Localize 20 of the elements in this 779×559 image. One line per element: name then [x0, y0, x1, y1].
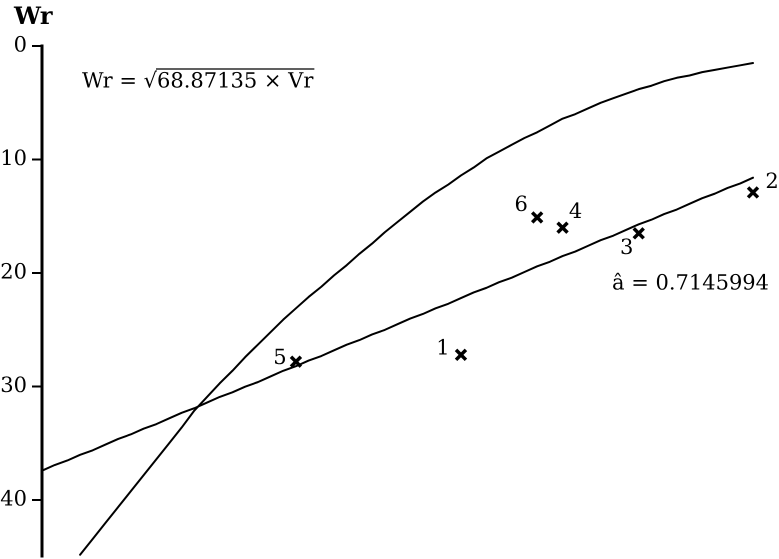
y-axis-title: Wr: [13, 1, 53, 30]
annotation: 3: [620, 234, 634, 259]
point: [289, 354, 303, 368]
point: [746, 186, 760, 200]
text: 2: [765, 168, 779, 193]
y-tick-label: 30: [0, 373, 27, 398]
point: [530, 210, 544, 224]
annotation: 6: [514, 192, 528, 216]
annotation: Wr = √68.87135 × Vr: [82, 68, 314, 92]
y-tick-label: 0: [14, 32, 27, 56]
point: [632, 226, 646, 240]
annotation: 4: [568, 199, 582, 224]
annotation: 5: [273, 345, 287, 370]
annotation: 1: [436, 335, 450, 360]
y-tick-label: 40: [0, 486, 27, 511]
y-tick-label: 20: [0, 260, 27, 284]
point: [556, 220, 570, 234]
annotation: â = 0.7145994: [612, 270, 770, 294]
y-tick-label: 10: [0, 146, 27, 170]
point: [454, 348, 468, 362]
